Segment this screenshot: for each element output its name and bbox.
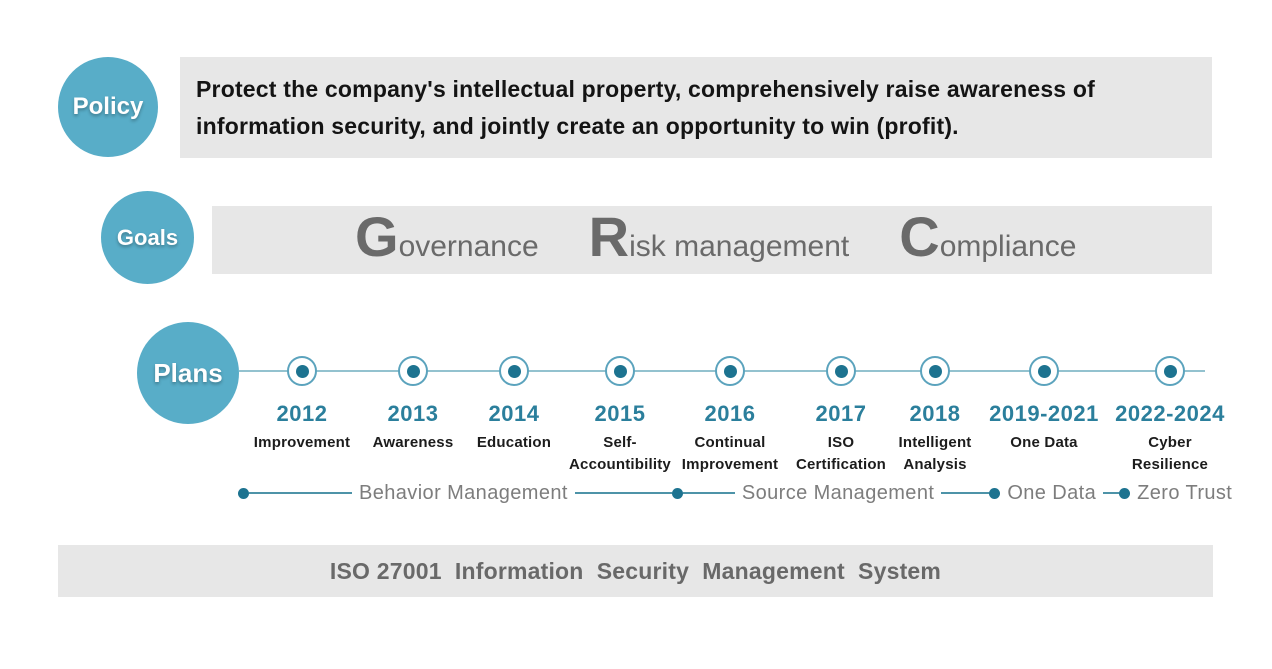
timeline-dot-icon [1163, 364, 1177, 378]
timeline-node-icon [1155, 356, 1185, 386]
milestone-year: 2016 [704, 401, 756, 426]
milestone-year: 2012 [276, 401, 328, 426]
milestone-year: 2015 [594, 401, 646, 426]
goal-risk-initial: R [588, 205, 630, 268]
milestone-label: Improvement [253, 434, 351, 451]
phase-dot-icon [671, 487, 683, 499]
milestone-year: 2013 [387, 401, 439, 426]
timeline-node-icon [398, 356, 428, 386]
policy-statement: Protect the company's intellectual prope… [196, 76, 1095, 139]
goals-badge: Goals [101, 191, 194, 284]
goal-compliance: Compliance [899, 209, 1076, 265]
timeline-node-icon [605, 356, 635, 386]
phase-connector [1103, 492, 1120, 494]
milestone-2014: 2014 Education [454, 356, 574, 454]
phase-one-data: One Data [1007, 481, 1097, 504]
timeline-node-icon [920, 356, 950, 386]
phase-dot-icon [1119, 487, 1131, 499]
milestone-2018: 2018 Intelligent Analysis [875, 356, 995, 476]
milestone-year: 2017 [815, 401, 867, 426]
goal-governance: Governance [355, 209, 539, 265]
timeline-dot-icon [1037, 364, 1051, 378]
phase-dot-icon [238, 487, 249, 499]
phase-connector [941, 492, 990, 494]
milestone-year: 2018 [909, 401, 961, 426]
timeline-dot-icon [723, 364, 737, 378]
timeline-dot-icon [507, 364, 521, 378]
goal-compliance-initial: C [899, 205, 940, 268]
footer-bar: ISO 27001 Information Security Managemen… [58, 545, 1213, 597]
timeline-dot-icon [834, 364, 848, 378]
milestone-year: 2022-2024 [1115, 401, 1225, 426]
phase-row: Behavior Management Source Management On… [238, 482, 1239, 504]
phase-connector [574, 492, 672, 494]
milestone-2012: 2012 Improvement [242, 356, 362, 454]
goal-compliance-rest: ompliance [939, 230, 1077, 263]
milestone-label: Intelligent Analysis [898, 434, 972, 473]
timeline-dot-icon [613, 364, 627, 378]
milestone-2013: 2013 Awareness [353, 356, 473, 454]
phase-zero-trust: Zero Trust [1137, 481, 1233, 504]
timeline-node-icon [826, 356, 856, 386]
phase-behavior-management: Behavior Management [359, 481, 568, 504]
milestone-label: Education [476, 434, 552, 451]
timeline-node-icon [715, 356, 745, 386]
goal-risk-management: Risk management [589, 209, 850, 265]
milestone-year: 2019-2021 [989, 401, 1099, 426]
timeline-node-icon [287, 356, 317, 386]
milestone-2017: 2017 ISO Certification [781, 356, 901, 476]
milestone-label: Self- Accountibility [569, 434, 671, 473]
milestone-label: ISO Certification [795, 434, 887, 473]
milestone-2022-2024: 2022-2024 Cyber Resilience [1110, 356, 1230, 476]
timeline-node-icon [499, 356, 529, 386]
policy-panel: Protect the company's intellectual prope… [180, 57, 1212, 158]
milestone-label: Continual Improvement [681, 434, 779, 473]
goal-risk-rest: isk management [629, 230, 850, 263]
timeline-dot-icon [406, 364, 420, 378]
milestone-2015: 2015 Self- Accountibility [560, 356, 680, 476]
phase-dot-icon [989, 487, 1001, 499]
policy-badge: Policy [58, 57, 158, 157]
phase-connector [249, 492, 352, 494]
milestone-label: Cyber Resilience [1131, 434, 1209, 473]
milestone-2016: 2016 Continual Improvement [670, 356, 790, 476]
goals-panel: Governance Risk management Compliance [212, 206, 1212, 274]
iso-27001-title: ISO 27001 Information Security Managemen… [329, 557, 942, 584]
milestone-year: 2014 [488, 401, 540, 426]
plans-badge: Plans [137, 322, 239, 424]
plans-badge-label: Plans [153, 357, 223, 388]
milestone-label: One Data [1010, 434, 1078, 451]
goal-governance-initial: G [355, 205, 399, 268]
phase-source-management: Source Management [741, 481, 935, 504]
milestone-2019-2021: 2019-2021 One Data [984, 356, 1104, 454]
milestone-label: Awareness [372, 434, 454, 451]
timeline-dot-icon [928, 364, 942, 378]
timeline-node-icon [1029, 356, 1059, 386]
goals-badge-label: Goals [116, 224, 179, 250]
goal-governance-rest: overnance [398, 230, 539, 263]
policy-badge-label: Policy [72, 93, 144, 120]
timeline-dot-icon [295, 364, 309, 378]
phase-connector [682, 492, 735, 494]
